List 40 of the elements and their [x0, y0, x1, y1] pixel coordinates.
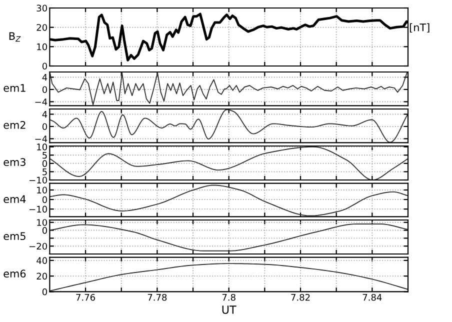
y-tick-label: 0 — [42, 160, 48, 167]
y-axis-title: em5 — [4, 232, 26, 240]
y-axis-title: em4 — [4, 195, 26, 204]
y-axis-title: em6 — [4, 270, 26, 278]
y-tick-label: 20 — [36, 272, 48, 280]
y-axis-title: B$_{Z}$ — [9, 32, 21, 42]
x-axis-title: UT — [222, 306, 236, 314]
x-tick-label: 7.84 — [362, 294, 382, 301]
y-tick-label: 0 — [42, 196, 48, 204]
y-tick-label: 0 — [42, 123, 48, 130]
line-series — [50, 12, 408, 62]
y-tick-label: −4 — [35, 136, 48, 142]
text: [nT] — [410, 23, 430, 33]
y-tick-label: 4 — [42, 111, 48, 118]
y-tick-label: 5 — [42, 168, 47, 176]
y-tick-label: 20 — [36, 24, 48, 31]
y-tick-label: −20 — [30, 242, 48, 250]
y-tick-label: 0 — [42, 288, 48, 296]
x-tick-label: 7.76 — [76, 294, 96, 301]
y-tick-label: 30 — [36, 4, 48, 12]
y-tick-label: 5 — [42, 152, 47, 159]
x-tick-label: 7.78 — [148, 294, 167, 301]
y-tick-label: 0 — [42, 62, 48, 70]
y-tick-label: −4 — [35, 98, 48, 106]
y-tick-label: 10 — [37, 43, 48, 50]
x-tick-label: 7.8 — [222, 294, 236, 301]
y-tick-label: 0 — [42, 86, 48, 94]
y-tick-label: −10 — [30, 206, 48, 213]
y-tick-label: 4 — [42, 74, 48, 81]
y-axis-title: em2 — [4, 120, 26, 129]
y-tick-label: 0 — [42, 227, 48, 234]
y-tick-label: 10 — [37, 144, 48, 150]
y-tick-label: −10 — [30, 176, 48, 184]
y-tick-label: 10 — [37, 219, 48, 226]
x-tick-label: 7.82 — [291, 294, 310, 301]
y-tick-label: 10 — [37, 186, 48, 194]
y-tick-label: 40 — [36, 257, 48, 264]
y-axis-title: em3 — [4, 158, 26, 166]
y-axis-title: em1 — [4, 84, 26, 92]
line-series — [50, 72, 408, 106]
